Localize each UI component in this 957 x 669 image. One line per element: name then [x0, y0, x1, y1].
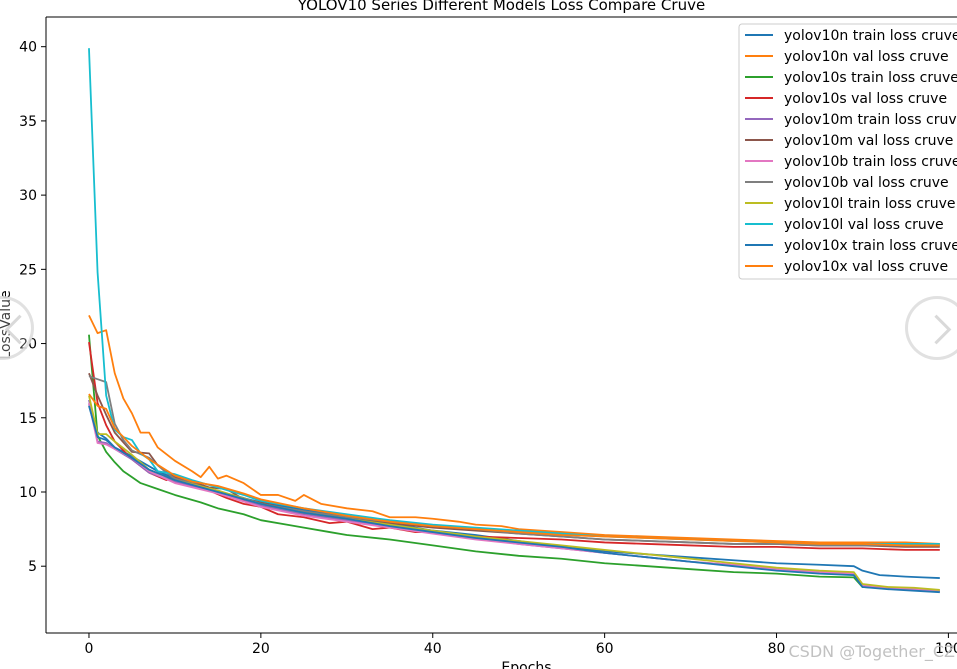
series-line-11: [88, 393, 940, 547]
series-line-1: [88, 314, 940, 545]
legend: yolov10n train loss cruve yolov10n val lo…: [738, 23, 957, 280]
y-tick-label: 35: [19, 114, 37, 130]
x-tick-label: 60: [596, 641, 614, 657]
y-tick-label: 15: [19, 411, 37, 427]
x-tick-label: 80: [768, 641, 786, 657]
legend-item: yolov10l val loss cruve: [745, 217, 944, 233]
chart-title: YOLOV10 Series Different Models Loss Com…: [297, 0, 705, 14]
legend-item: yolov10m val loss cruve: [745, 133, 953, 149]
legend-label: yolov10s train loss cruve: [784, 70, 957, 86]
x-axis-label: Epochs: [501, 660, 551, 669]
legend-label: yolov10b train loss cruve: [784, 154, 957, 170]
legend-item: yolov10s train loss cruve: [745, 70, 957, 86]
series-line-2: [88, 334, 940, 593]
legend-label: yolov10n val loss cruve: [784, 49, 949, 65]
series-line-4: [88, 399, 940, 593]
legend-item: yolov10n train loss cruve: [745, 28, 957, 44]
series-line-8: [88, 395, 940, 591]
legend-label: yolov10b val loss cruve: [784, 175, 949, 191]
y-tick-label: 25: [19, 262, 37, 278]
x-tick-label: 0: [85, 641, 94, 657]
legend-item: yolov10b train loss cruve: [745, 154, 957, 170]
legend-item: yolov10n val loss cruve: [745, 49, 949, 65]
y-tick-label: 40: [19, 40, 37, 56]
legend-item: yolov10x val loss cruve: [745, 259, 948, 275]
legend-label: yolov10m val loss cruve: [784, 133, 953, 149]
legend-label: yolov10s val loss cruve: [784, 91, 947, 107]
legend-label: yolov10x train loss cruve: [784, 238, 957, 254]
y-tick-label: 10: [19, 485, 37, 501]
x-tick-label: 40: [424, 641, 442, 657]
legend-item: yolov10b val loss cruve: [745, 175, 949, 191]
plot-area: [88, 48, 940, 594]
x-tick-label: 100: [935, 641, 957, 657]
next-image-button[interactable]: [905, 296, 957, 360]
legend-label: yolov10n train loss cruve: [784, 28, 957, 44]
y-tick-label: 30: [19, 188, 37, 204]
legend-label: yolov10m train loss cruve: [784, 112, 957, 128]
legend-item: yolov10x train loss cruve: [745, 238, 957, 254]
y-tick-label: 5: [28, 559, 37, 575]
legend-label: yolov10l val loss cruve: [784, 217, 944, 233]
legend-label: yolov10x val loss cruve: [784, 259, 948, 275]
chevron-left-icon: [4, 314, 35, 345]
series-line-5: [88, 372, 940, 548]
legend-item: yolov10l train loss cruve: [745, 196, 956, 212]
series-line-6: [88, 402, 940, 592]
series-line-10: [88, 405, 940, 594]
legend-label: yolov10l train loss cruve: [784, 196, 956, 212]
chevron-right-icon: [921, 314, 952, 345]
series-line-7: [88, 375, 940, 547]
legend-frame: [738, 23, 957, 280]
x-tick-label: 20: [252, 641, 270, 657]
legend-item: yolov10s val loss cruve: [745, 91, 947, 107]
watermark: CSDN @Together_CZ: [788, 642, 955, 661]
legend-item: yolov10m train loss cruve: [745, 112, 957, 128]
series-line-3: [88, 341, 940, 551]
